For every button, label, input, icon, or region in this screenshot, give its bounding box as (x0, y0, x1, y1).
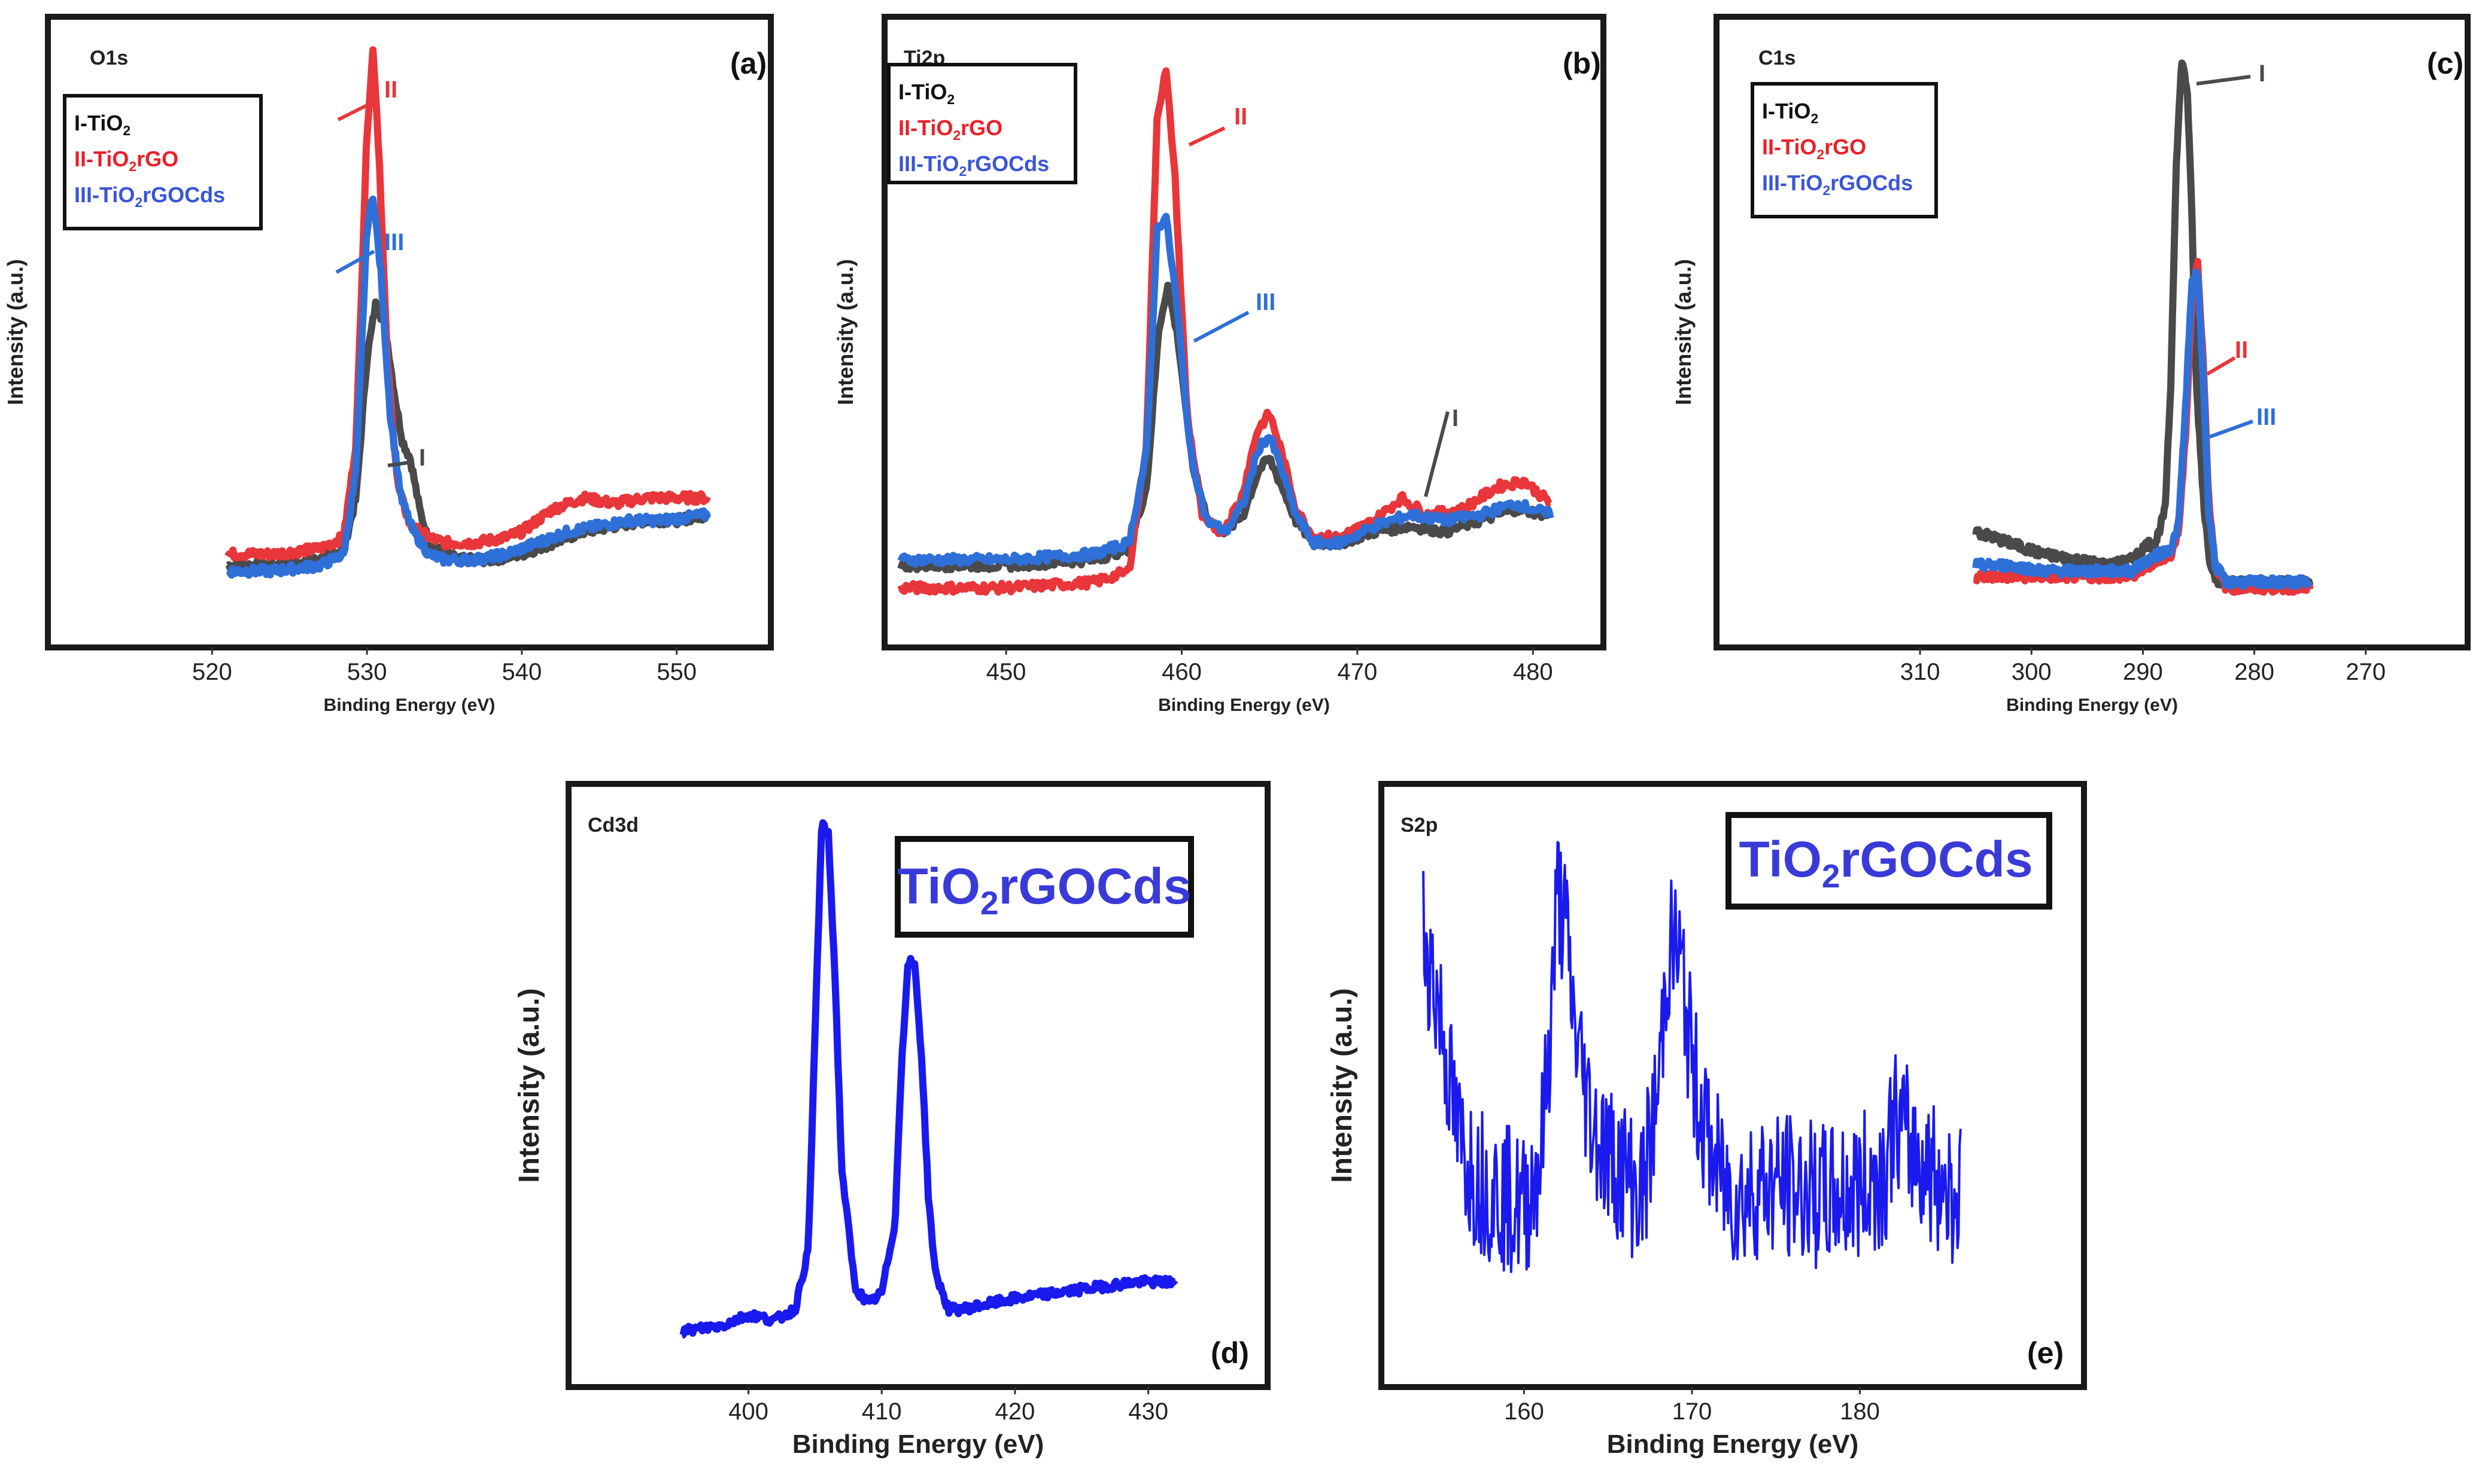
x-tick-label: 530 (347, 659, 387, 685)
x-axis-label: Binding Energy (eV) (1607, 1430, 1858, 1459)
legend: I-TiO2​ II-TiO2​rGO III-TiO2​rGOCds (63, 94, 263, 230)
x-tick-label: 310 (1900, 659, 1940, 685)
legend-entry: I-TiO2​ (74, 111, 130, 138)
legend-entry: III-TiO2​rGOCds (898, 151, 1049, 179)
annotation-leader (1188, 126, 1226, 147)
x-tick-label: 160 (1504, 1398, 1544, 1425)
annotation-label: II (2235, 337, 2248, 363)
element-label: S2p (1400, 814, 1438, 837)
annotation-label: III (384, 229, 404, 256)
annotation-leader (1193, 311, 1250, 343)
legend: I-TiO2​ II-TiO2​rGO III-TiO2​rGOCds (1751, 82, 1938, 218)
y-axis-label: Intensity (a.u.) (3, 259, 28, 405)
x-tick-label: 410 (862, 1398, 902, 1425)
series-line-I-TiO2 (225, 298, 711, 573)
panel-tag: (a) (730, 47, 767, 80)
annotation-label: III (1256, 289, 1275, 315)
inset-label: TiO2​rGOCds (897, 858, 1191, 922)
legend-entry: II-TiO2​rGO (74, 147, 178, 174)
inset-label: TiO2​rGOCds (1739, 831, 2033, 895)
x-tick-label: 180 (1840, 1398, 1880, 1425)
chart-a: 520 530 540 550 Binding Energy (eV) Intensity… (3, 14, 774, 715)
x-tick-label: 480 (1513, 659, 1553, 685)
y-axis-label: Intensity (a.u.) (514, 988, 545, 1182)
legend-entry: III-TiO2​rGOCds (74, 183, 225, 210)
plot-frame (566, 781, 1271, 1390)
panel-tag: (e) (2027, 1336, 2064, 1370)
x-tick-label: 460 (1162, 659, 1202, 685)
inset-box (895, 836, 1194, 938)
series-line-III-TiO2rGOCds (225, 195, 711, 579)
plot-frame (45, 14, 774, 650)
element-label: C1s (1758, 47, 1796, 69)
x-tick-label: 170 (1672, 1398, 1712, 1425)
x-tick-label: 420 (995, 1398, 1035, 1425)
series-line-III-TiO2rGOCds (1972, 268, 2313, 590)
x-tick-label: 430 (1128, 1398, 1168, 1425)
x-tick-label: 540 (502, 659, 542, 685)
panel-tag: (c) (2427, 47, 2463, 80)
legend-entry: I-TiO2​ (898, 80, 955, 107)
series-line-III-TiO2rGOCds (897, 212, 1554, 568)
x-tick-label: 290 (2123, 659, 2163, 685)
x-tick-label: 520 (192, 659, 232, 685)
annotation-leader (387, 460, 414, 467)
x-axis-label: Binding Energy (eV) (792, 1430, 1044, 1459)
chart-d: 400 410 420 430 Binding Energy (eV) Intensity… (514, 781, 1271, 1459)
annotation-label: I (419, 445, 426, 471)
annotation-label: III (2256, 404, 2276, 430)
annotation-leader (2208, 419, 2254, 439)
y-axis-label: Intensity (a.u.) (1671, 259, 1696, 405)
legend-entry: III-TiO2​rGOCds (1762, 171, 1913, 198)
y-axis-label: Intensity (a.u.) (833, 259, 858, 405)
legend-entry: II-TiO2​rGO (898, 115, 1002, 143)
panel-tag: (b) (1563, 47, 1601, 80)
x-tick-label: 550 (657, 659, 697, 685)
annotation-leader (1424, 411, 1450, 497)
series-line-TiO2rGOCds (1422, 841, 1962, 1273)
panel-tag: (d) (1211, 1336, 1249, 1370)
x-axis-label: Binding Energy (eV) (1158, 695, 1330, 715)
annotation-leader (2196, 75, 2251, 86)
element-label: Cd3d (588, 814, 639, 837)
series-line-II-TiO2rGO (224, 46, 711, 562)
plot-frame (882, 14, 1606, 650)
chart-e: 160 170 180 Binding Energy (eV) Intensity (a… (1326, 781, 2087, 1459)
plot-frame (1378, 781, 2087, 1390)
chart-b: 450 460 470 480 Binding Energy (eV) Intensity… (833, 14, 1606, 715)
legend-entry: I-TiO2​ (1762, 99, 1818, 126)
series-line-I-TiO2 (1972, 59, 2314, 591)
annotation-leader (335, 250, 375, 274)
plot-frame (1714, 14, 2471, 650)
x-tick-label: 300 (2012, 659, 2052, 685)
element-label: O1s (90, 47, 128, 69)
x-tick-label: 280 (2234, 659, 2274, 685)
legend: I-TiO2​ II-TiO2​rGO III-TiO2​rGOCds (887, 63, 1077, 184)
x-axis-label: Binding Energy (eV) (2006, 695, 2178, 715)
x-tick-label: 270 (2346, 659, 2386, 685)
annotation-leader (337, 100, 375, 121)
inset-box (1725, 812, 2052, 910)
annotation-label: II (1234, 104, 1247, 130)
series-line-TiO2rGOCds (679, 819, 1178, 1339)
x-tick-label: 450 (986, 659, 1026, 685)
y-axis-label: Intensity (a.u.) (1326, 988, 1358, 1182)
annotation-label: I (1452, 405, 1459, 431)
annotation-label: II (384, 77, 397, 103)
x-axis-label: Binding Energy (eV) (324, 695, 496, 715)
x-tick-label: 470 (1338, 659, 1378, 685)
chart-c: 310 300 290 280 270 Binding Energy (eV) Intens… (1671, 14, 2471, 715)
x-tick-label: 400 (728, 1398, 768, 1425)
legend-entry: II-TiO2​rGO (1762, 135, 1866, 162)
annotation-label: I (2259, 60, 2265, 87)
annotation-leader (2206, 356, 2236, 376)
